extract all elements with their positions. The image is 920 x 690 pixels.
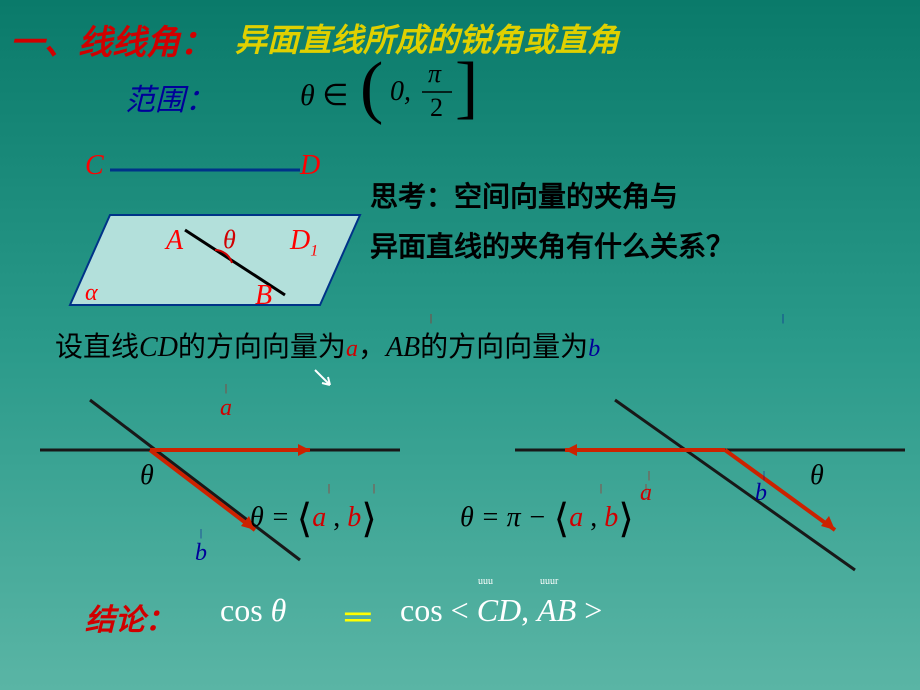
range-expr: θ ∈	[300, 78, 348, 113]
svg-text:]: ]	[455, 50, 478, 126]
theta-sym: θ	[300, 79, 315, 112]
right-equation: θ = π − ⟨a , b⟩	[460, 495, 634, 542]
right-eq-tick-a: |	[600, 483, 604, 494]
left-theta-label: θ	[140, 460, 154, 492]
body-cd: CD	[139, 332, 178, 363]
label-alpha: α	[85, 280, 98, 307]
section-title: 一、线线角：	[10, 15, 214, 64]
label-d: D	[300, 150, 320, 182]
svg-text:π: π	[428, 59, 442, 88]
left-eq-tick-a: |	[328, 483, 332, 494]
vec-tick-b1: |	[782, 313, 786, 324]
label-b: B	[255, 280, 272, 312]
label-d1: D1	[290, 225, 318, 261]
vec-tick-a1: |	[430, 313, 434, 324]
right-tick-b: |	[763, 470, 767, 481]
right-eq-tick-b: |	[645, 483, 649, 494]
right-tick-a: |	[648, 470, 652, 481]
body-prefix: 设直线	[55, 332, 139, 363]
svg-text:(: (	[360, 50, 383, 126]
conclusion-label: 结论：	[85, 595, 175, 639]
vec-mark-ab: uuur	[540, 576, 558, 587]
left-tick-a: |	[225, 383, 229, 394]
left-eq-tick-b: |	[373, 483, 377, 494]
label-theta: θ	[223, 225, 236, 255]
body-ab: AB	[386, 332, 420, 363]
conclusion-left: cos θ	[220, 592, 286, 629]
conclusion-equals: ═	[345, 595, 371, 637]
range-label: 范围：	[125, 75, 215, 119]
in-sym: ∈	[322, 79, 348, 112]
label-c: C	[85, 150, 104, 182]
svg-text:0,: 0,	[390, 76, 411, 107]
body-sentence: 设直线CD的方向向量为a，AB的方向向量为b	[55, 325, 600, 365]
svg-text:2: 2	[430, 93, 443, 122]
left-equation: θ = ⟨a , b⟩	[250, 495, 377, 542]
question-line2: 异面直线的夹角有什么关系？	[370, 225, 734, 265]
left-vec-b-label: b	[195, 540, 207, 567]
right-theta-label: θ	[810, 460, 824, 492]
body-mid1: 的方向向量为	[178, 332, 346, 363]
right-angle-diagram	[505, 390, 920, 595]
conclusion-right: cos < CD, AB >	[400, 592, 602, 629]
label-a: A	[166, 225, 183, 257]
left-tick-b: |	[200, 528, 204, 539]
body-mid2: 的方向向量为	[420, 332, 588, 363]
vec-mark-cd: uuu	[478, 576, 493, 587]
question-line1: 思考：空间向量的夹角与	[370, 175, 678, 215]
body-vec-b: b	[588, 336, 600, 362]
right-vec-b-label: b	[755, 480, 767, 507]
range-bracket: ( 0, π 2 ]	[360, 50, 490, 140]
body-vec-a: a	[346, 336, 358, 362]
body-comma: ，	[358, 332, 386, 363]
left-vec-a-label: a	[220, 395, 232, 422]
